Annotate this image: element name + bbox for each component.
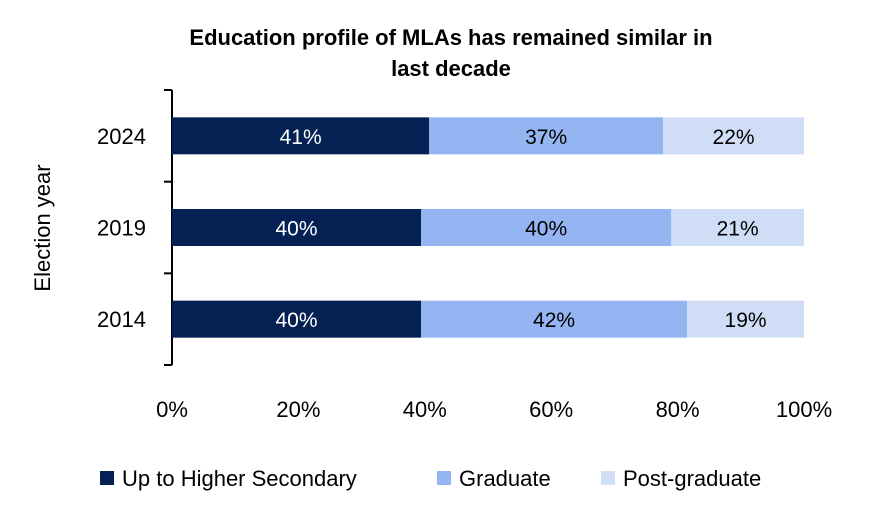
y-tick-label-2014: 2014 — [97, 307, 146, 332]
bar-2014-series-0 — [172, 300, 422, 338]
x-tick-label: 80% — [656, 397, 700, 422]
legend-label-2: Post-graduate — [623, 466, 761, 491]
x-tick-label: 100% — [776, 397, 832, 422]
chart-title-line-1: Education profile of MLAs has remained s… — [189, 25, 712, 50]
data-label-2024-series-2: 22% — [713, 126, 755, 149]
legend-swatch-2 — [601, 471, 615, 485]
legend-swatch-0 — [100, 471, 114, 485]
data-label-2019-series-1: 40% — [525, 218, 567, 241]
x-tick-label: 0% — [156, 397, 188, 422]
x-tick-label: 60% — [529, 397, 573, 422]
data-label-2014-series-2: 19% — [725, 309, 767, 332]
data-label-2024-series-0: 41% — [280, 126, 322, 149]
data-label-2024-series-1: 37% — [525, 126, 567, 149]
y-tick-label-2019: 2019 — [97, 216, 146, 241]
bar-2024-series-0 — [172, 117, 430, 155]
legend-label-1: Graduate — [459, 466, 551, 491]
data-label-2014-series-0: 40% — [275, 309, 317, 332]
bar-2024-series-2 — [663, 117, 804, 155]
bar-2014-series-2 — [687, 300, 804, 338]
legend-swatch-1 — [437, 471, 451, 485]
bar-2024-series-1 — [429, 117, 664, 155]
bar-2019-series-2 — [671, 209, 804, 246]
chart-title-line-2: last decade — [391, 56, 511, 81]
data-label-2014-series-1: 42% — [533, 309, 575, 332]
bar-2014-series-1 — [421, 300, 688, 338]
y-axis-label: Election year — [30, 164, 55, 291]
data-label-2019-series-0: 40% — [275, 218, 317, 241]
data-label-2019-series-2: 21% — [717, 218, 759, 241]
bar-2019-series-1 — [421, 209, 672, 246]
bar-2019-series-0 — [172, 209, 422, 246]
legend-label-0: Up to Higher Secondary — [122, 466, 357, 491]
x-tick-label: 20% — [276, 397, 320, 422]
y-tick-label-2024: 2024 — [97, 124, 146, 149]
x-tick-label: 40% — [403, 397, 447, 422]
